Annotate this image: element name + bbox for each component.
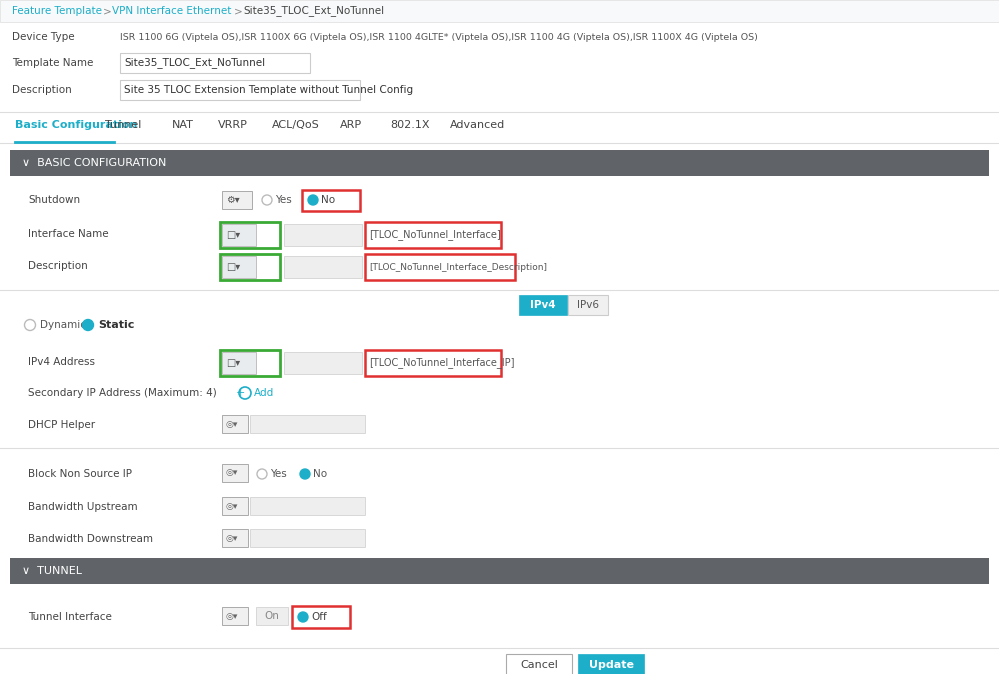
Bar (222, 415, 248, 433)
Circle shape (298, 612, 308, 622)
Bar (250, 529, 365, 547)
Text: Device Type: Device Type (12, 32, 75, 42)
Text: Secondary IP Address (Maximum: 4): Secondary IP Address (Maximum: 4) (28, 388, 217, 398)
Text: NAT: NAT (172, 120, 194, 130)
Text: Bandwidth Upstream: Bandwidth Upstream (28, 502, 138, 512)
Bar (0, 0, 999, 22)
Text: Off: Off (311, 612, 327, 622)
Bar (284, 224, 362, 246)
Text: DHCP Helper: DHCP Helper (28, 420, 95, 430)
Text: Tunnel Interface: Tunnel Interface (28, 612, 112, 622)
Bar (222, 464, 248, 482)
Circle shape (308, 195, 318, 205)
Text: [TLOC_NoTunnel_Interface]: [TLOC_NoTunnel_Interface] (369, 230, 500, 241)
Text: ◎▾: ◎▾ (225, 534, 238, 543)
Text: On: On (264, 611, 279, 621)
Bar (292, 606, 350, 628)
Text: ACL/QoS: ACL/QoS (272, 120, 320, 130)
Text: ∨  TUNNEL: ∨ TUNNEL (22, 566, 82, 576)
Text: IPv4 Address: IPv4 Address (28, 357, 95, 367)
Text: Description: Description (12, 85, 72, 95)
Bar (10, 558, 989, 584)
Text: Dynamic: Dynamic (40, 320, 86, 330)
Bar (222, 256, 256, 278)
Bar (365, 350, 501, 376)
Text: ⚙▾: ⚙▾ (226, 195, 240, 205)
Text: Shutdown: Shutdown (28, 195, 80, 205)
Text: >: > (103, 6, 112, 16)
Text: Update: Update (588, 660, 633, 670)
Bar (284, 256, 362, 278)
Bar (220, 350, 280, 376)
Text: ◎▾: ◎▾ (225, 501, 238, 510)
Text: Static: Static (98, 320, 135, 330)
Text: Block Non Source IP: Block Non Source IP (28, 469, 132, 479)
Text: Basic Configuration: Basic Configuration (15, 120, 138, 130)
Text: No: No (321, 195, 335, 205)
Text: ◎▾: ◎▾ (225, 419, 238, 429)
Text: +: + (236, 388, 245, 398)
Text: No: No (313, 469, 327, 479)
Circle shape (300, 469, 310, 479)
Text: ◎▾: ◎▾ (225, 611, 238, 621)
Bar (220, 222, 280, 248)
Text: IPv6: IPv6 (577, 300, 599, 310)
Text: VRRP: VRRP (218, 120, 248, 130)
Text: Yes: Yes (270, 469, 287, 479)
Text: IPv4: IPv4 (530, 300, 555, 310)
Text: [TLOC_NoTunnel_Interface_IP]: [TLOC_NoTunnel_Interface_IP] (369, 357, 514, 369)
Bar (284, 352, 362, 374)
Text: Site35_TLOC_Ext_NoTunnel: Site35_TLOC_Ext_NoTunnel (243, 5, 385, 16)
Bar (256, 607, 288, 625)
Bar (250, 415, 365, 433)
Bar (10, 150, 989, 176)
Text: 802.1X: 802.1X (390, 120, 430, 130)
Text: Site 35 TLOC Extension Template without Tunnel Config: Site 35 TLOC Extension Template without … (124, 85, 414, 95)
Bar (222, 497, 248, 515)
Bar (120, 80, 360, 100)
Bar (365, 254, 515, 280)
Bar (222, 352, 256, 374)
Text: Bandwidth Downstream: Bandwidth Downstream (28, 534, 153, 544)
Bar (365, 222, 501, 248)
Bar (222, 529, 248, 547)
Text: Description: Description (28, 261, 88, 271)
Bar (220, 254, 280, 280)
Text: □▾: □▾ (226, 262, 240, 272)
Text: Yes: Yes (275, 195, 292, 205)
Text: Feature Template: Feature Template (12, 6, 102, 16)
Text: >: > (234, 6, 243, 16)
Text: □▾: □▾ (226, 358, 240, 368)
Text: Add: Add (254, 388, 275, 398)
Text: ◎▾: ◎▾ (225, 468, 238, 477)
Bar (578, 654, 644, 674)
Bar (222, 607, 248, 625)
Text: ∨  BASIC CONFIGURATION: ∨ BASIC CONFIGURATION (22, 158, 167, 168)
Bar (250, 497, 365, 515)
Text: □▾: □▾ (226, 230, 240, 240)
Bar (302, 190, 360, 211)
Text: [TLOC_NoTunnel_Interface_Description]: [TLOC_NoTunnel_Interface_Description] (369, 262, 547, 272)
Circle shape (83, 319, 94, 330)
Text: Advanced: Advanced (450, 120, 505, 130)
Bar (519, 295, 567, 315)
Bar (506, 654, 572, 674)
Text: ARP: ARP (340, 120, 362, 130)
Text: Interface Name: Interface Name (28, 229, 109, 239)
Bar (222, 191, 252, 209)
Bar (120, 53, 310, 73)
Text: VPN Interface Ethernet: VPN Interface Ethernet (112, 6, 232, 16)
Text: ISR 1100 6G (Viptela OS),ISR 1100X 6G (Viptela OS),ISR 1100 4GLTE* (Viptela OS),: ISR 1100 6G (Viptela OS),ISR 1100X 6G (V… (120, 32, 758, 42)
Text: Site35_TLOC_Ext_NoTunnel: Site35_TLOC_Ext_NoTunnel (124, 57, 265, 69)
Text: Cancel: Cancel (520, 660, 557, 670)
Text: Template Name: Template Name (12, 58, 93, 68)
Bar (568, 295, 608, 315)
Text: Tunnel: Tunnel (105, 120, 142, 130)
Bar (222, 224, 256, 246)
